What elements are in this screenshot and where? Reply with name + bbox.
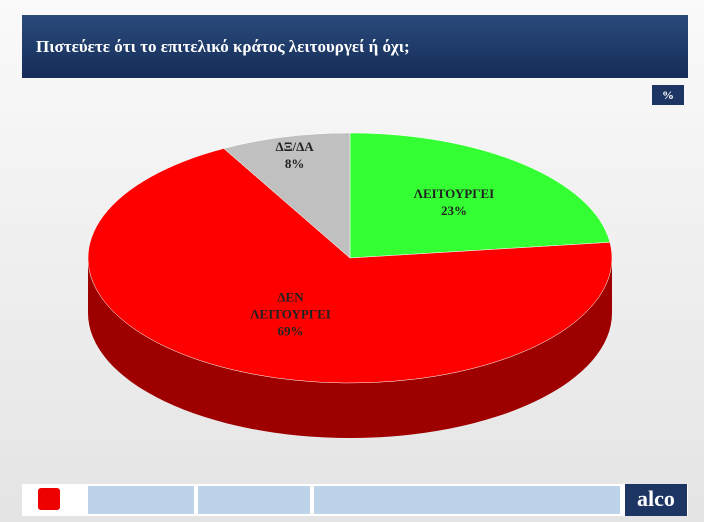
category-label: ΔΕΝ ΛΕΙΤΟΥΡΓΕΙ <box>250 289 331 322</box>
footer-box <box>314 486 620 514</box>
chart-title: Πιστεύετε ότι το επιτελικό κράτος λειτου… <box>36 37 410 56</box>
slice <box>87 148 613 384</box>
footer-box <box>88 486 194 514</box>
header: Πιστεύετε ότι το επιτελικό κράτος λειτου… <box>22 15 688 78</box>
slice <box>349 132 611 259</box>
value-label: 8% <box>284 156 305 172</box>
unit-badge: % <box>652 85 684 105</box>
value-label: 23% <box>440 202 467 218</box>
channel-logo <box>38 488 60 510</box>
value-label: 69% <box>277 323 304 339</box>
footer: alco <box>22 484 688 516</box>
chart <box>87 132 613 438</box>
slice <box>223 132 351 259</box>
slice-side <box>88 258 612 438</box>
slice-label: ΛΕΙΤΟΥΡΓΕΙ 23% <box>404 185 504 219</box>
slice-label: ΔΕΝ ΛΕΙΤΟΥΡΓΕΙ 69% <box>241 288 341 339</box>
slice-label: ΔΞ/ΔΑ 8% <box>245 138 345 172</box>
footer-box <box>198 486 310 514</box>
category-label: ΔΞ/ΔΑ <box>275 139 314 155</box>
category-label: ΛΕΙΤΟΥΡΓΕΙ <box>413 185 495 201</box>
brand-logo: alco <box>625 484 687 516</box>
